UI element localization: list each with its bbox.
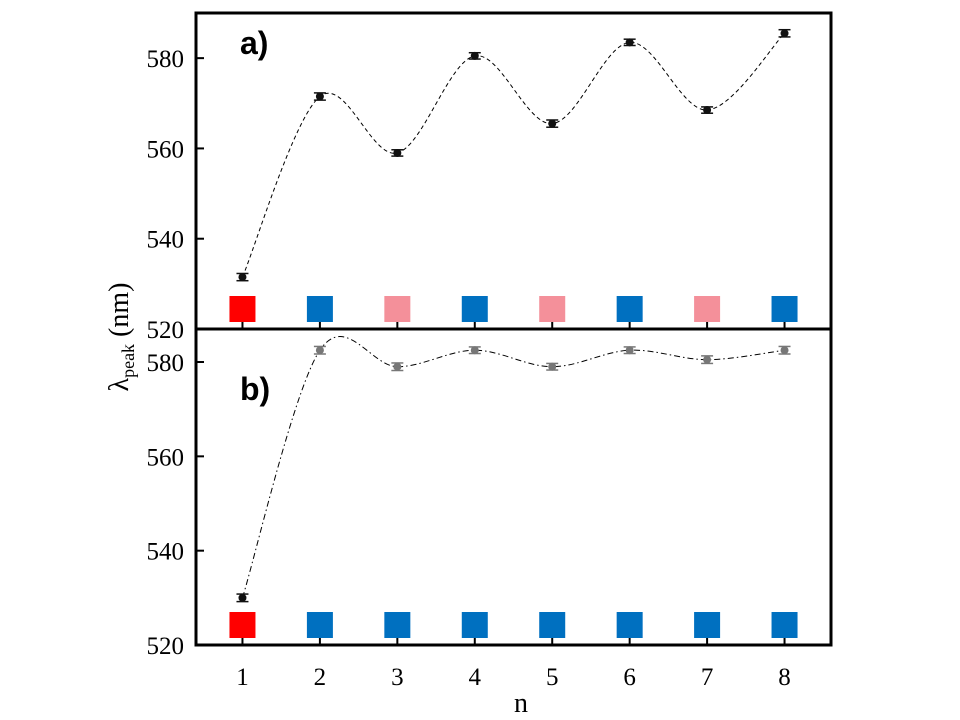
panel-b-square-6 bbox=[616, 612, 643, 638]
panel-b-ytick-label-580: 580 bbox=[147, 350, 185, 377]
xtick-label-1: 1 bbox=[236, 664, 249, 691]
panel-a-square-5 bbox=[539, 296, 566, 322]
panel-b-point-8 bbox=[780, 346, 789, 355]
panel-a-ytick-label-580: 580 bbox=[147, 46, 185, 73]
panel-a-point-1 bbox=[238, 273, 247, 282]
panel-a-square-2 bbox=[306, 296, 333, 322]
panel-a-point-5 bbox=[548, 119, 557, 128]
panel-a-curve bbox=[242, 32, 785, 278]
xtick-label-4: 4 bbox=[469, 664, 482, 691]
y-axis-title: λpeak (nm) bbox=[104, 283, 138, 392]
panel-b-ytick-label-560: 560 bbox=[147, 444, 185, 471]
panel-b-square-8 bbox=[771, 612, 798, 638]
panel-a-point-2 bbox=[315, 92, 324, 101]
panel-b-point-1 bbox=[238, 593, 247, 602]
panel-a-point-8 bbox=[780, 29, 789, 38]
panel-b-square-1 bbox=[229, 612, 256, 638]
panel-a-square-4 bbox=[461, 296, 488, 322]
xtick-label-6: 6 bbox=[623, 664, 636, 691]
panel-a-square-6 bbox=[616, 296, 643, 322]
panel-b-ytick-label-540: 540 bbox=[147, 539, 185, 566]
panel-a-point-7 bbox=[703, 106, 712, 115]
panel-a-point-3 bbox=[393, 148, 402, 157]
xtick-label-5: 5 bbox=[546, 664, 559, 691]
panel-a-frame bbox=[194, 11, 833, 331]
panel-b-curve bbox=[241, 336, 785, 598]
panel-a-square-3 bbox=[384, 296, 411, 322]
panel-b-point-6 bbox=[625, 346, 634, 355]
y-axis-title-unit: (nm) bbox=[104, 283, 135, 344]
panel-b-square-2 bbox=[306, 612, 333, 638]
panel-a-ytick-label-560: 560 bbox=[147, 136, 185, 163]
panel-b-point-2 bbox=[315, 346, 324, 355]
panel-b-label: b) bbox=[240, 371, 270, 407]
xtick-label-7: 7 bbox=[701, 664, 714, 691]
panel-a-point-6 bbox=[625, 38, 634, 47]
y-axis-title-sub: peak bbox=[118, 344, 138, 378]
panel-b-frame bbox=[194, 327, 833, 647]
xtick-label-8: 8 bbox=[778, 664, 791, 691]
svg-text:λpeak (nm): λpeak (nm) bbox=[104, 283, 138, 392]
panel-a-ytick-label-520: 520 bbox=[147, 317, 185, 344]
x-axis-ticks: 1 2 3 4 5 6 7 8 bbox=[236, 664, 791, 691]
panel-a-square-1 bbox=[229, 296, 256, 322]
panel-a-plot: 520 540 560 580 bbox=[147, 28, 798, 344]
panel-a-square-7 bbox=[694, 296, 721, 322]
y-axis-title-main: λ bbox=[104, 378, 135, 392]
panel-b-point-5 bbox=[548, 362, 557, 371]
panel-b-square-5 bbox=[539, 612, 566, 638]
panel-b-square-7 bbox=[694, 612, 721, 638]
panel-b-plot: 520 540 560 580 bbox=[147, 336, 798, 660]
xtick-label-3: 3 bbox=[391, 664, 404, 691]
panel-a-square-8 bbox=[771, 296, 798, 322]
panel-b-point-3 bbox=[393, 362, 402, 371]
panel-b-square-3 bbox=[384, 612, 411, 638]
panel-b-point-7 bbox=[703, 355, 712, 364]
x-axis-title: n bbox=[514, 688, 528, 719]
panel-b-square-4 bbox=[461, 612, 488, 638]
panel-a-ytick-label-540: 540 bbox=[147, 227, 185, 254]
panel-b-point-4 bbox=[470, 346, 479, 355]
panel-b-ytick-label-520: 520 bbox=[147, 633, 185, 660]
panel-a-label: a) bbox=[240, 25, 268, 61]
xtick-label-2: 2 bbox=[314, 664, 327, 691]
panel-a-point-4 bbox=[470, 51, 479, 60]
